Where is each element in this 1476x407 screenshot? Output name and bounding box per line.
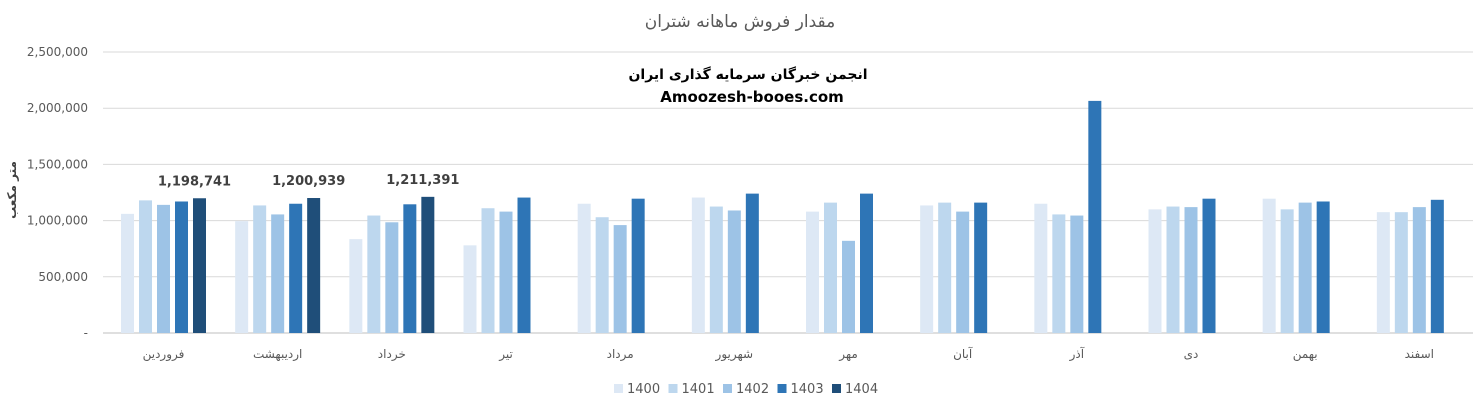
bar-1401 bbox=[1052, 214, 1066, 333]
x-axis-categories: فروردین اردیبهشت خرداد تیر مرداد شهریور مهر آبا… bbox=[143, 346, 1434, 362]
x-tick-label: اردیبهشت bbox=[253, 347, 302, 362]
x-tick-label: شهریور bbox=[715, 347, 754, 362]
x-tick-label: دی bbox=[1184, 347, 1199, 361]
bar-1401 bbox=[824, 202, 837, 333]
bar-1402 bbox=[842, 240, 855, 333]
x-tick-label: فروردین bbox=[143, 347, 185, 362]
legend-label: 1402 bbox=[736, 382, 769, 397]
bar-1403 bbox=[1430, 199, 1444, 333]
bar-1402 bbox=[613, 225, 627, 333]
bar-1404 bbox=[193, 198, 206, 333]
bar-1401 bbox=[1394, 212, 1408, 333]
x-tick-label: آبان bbox=[953, 346, 973, 361]
legend-label: 1401 bbox=[682, 382, 715, 397]
watermark-title: انجمن خبرگان سرمایه گذاری ایران bbox=[628, 66, 867, 83]
bar-1403 bbox=[631, 198, 645, 333]
bar-1400 bbox=[691, 197, 705, 333]
y-tick-label: - bbox=[84, 326, 88, 340]
x-tick-label: بهمن bbox=[1293, 347, 1318, 362]
legend-swatch bbox=[668, 384, 678, 393]
data-label: 1,200,939 bbox=[272, 174, 345, 189]
chart-title: مقدار فروش ماهانه شتران bbox=[645, 12, 835, 32]
bar-1403 bbox=[1088, 100, 1102, 333]
bar-1403 bbox=[860, 193, 873, 333]
bar-1400 bbox=[1376, 212, 1390, 333]
data-labels: 1,198,741 1,200,939 1,211,391 bbox=[158, 173, 460, 189]
bar-1401 bbox=[481, 208, 495, 333]
bar-1403 bbox=[974, 202, 988, 333]
x-tick-label: تیر bbox=[498, 347, 513, 362]
bar-1400 bbox=[920, 205, 934, 333]
legend-label: 1400 bbox=[627, 382, 660, 397]
legend-swatch bbox=[723, 384, 732, 393]
bar-1403 bbox=[1202, 198, 1216, 333]
x-tick-label: مرداد bbox=[607, 347, 634, 362]
y-tick-label: 2,500,000 bbox=[27, 45, 88, 59]
legend-swatch bbox=[777, 384, 787, 393]
bar-1402 bbox=[1184, 207, 1198, 333]
bar-1402 bbox=[1070, 215, 1084, 333]
bar-1401 bbox=[938, 202, 952, 333]
bar-1402 bbox=[499, 211, 513, 333]
x-tick-label: آذر bbox=[1069, 346, 1085, 362]
bar-1401 bbox=[1166, 206, 1180, 333]
bar-1402 bbox=[385, 222, 399, 333]
bar-1400 bbox=[463, 245, 477, 333]
bar-1401 bbox=[1280, 209, 1294, 333]
legend-swatch bbox=[832, 384, 841, 393]
legend: 1400 1401 1402 1403 1404 bbox=[614, 382, 878, 397]
bar-1400 bbox=[235, 221, 249, 333]
bar-1403 bbox=[175, 201, 188, 333]
bar-1401 bbox=[709, 206, 723, 333]
legend-label: 1403 bbox=[791, 382, 824, 397]
bar-1400 bbox=[121, 213, 134, 333]
bar-1403 bbox=[745, 193, 759, 333]
bar-1402 bbox=[157, 204, 170, 333]
bar-1403 bbox=[403, 204, 417, 333]
bar-1401 bbox=[367, 215, 381, 333]
bar-1402 bbox=[271, 214, 285, 333]
watermark-url: Amoozesh-booes.com bbox=[660, 88, 844, 106]
y-axis-label: متر مکعب bbox=[5, 161, 19, 219]
bar-1400 bbox=[1148, 209, 1162, 333]
legend-swatch bbox=[614, 384, 623, 393]
bar-1403 bbox=[289, 203, 303, 333]
gridlines bbox=[103, 51, 1473, 334]
data-label: 1,198,741 bbox=[158, 174, 231, 189]
bar-1402 bbox=[1412, 207, 1426, 333]
bar-1401 bbox=[253, 205, 267, 333]
bar-1402 bbox=[727, 210, 741, 333]
bar-1403 bbox=[1316, 201, 1330, 333]
x-tick-label: مهر bbox=[838, 347, 858, 362]
y-tick-label: 1,000,000 bbox=[27, 214, 88, 228]
bar-1401 bbox=[139, 200, 152, 333]
data-label: 1,211,391 bbox=[386, 173, 459, 188]
bar-1400 bbox=[1262, 198, 1276, 333]
bar-1404 bbox=[307, 198, 321, 333]
y-tick-label: 500,000 bbox=[38, 270, 88, 284]
bar-1403 bbox=[517, 197, 531, 333]
x-tick-label: اسفند bbox=[1405, 347, 1434, 361]
bar-1400 bbox=[577, 203, 591, 333]
bar-1401 bbox=[595, 217, 609, 333]
legend-label: 1404 bbox=[845, 382, 878, 397]
bar-1400 bbox=[349, 239, 363, 333]
bar-1402 bbox=[956, 211, 970, 333]
bars bbox=[121, 100, 1444, 333]
y-axis-ticks: - 500,000 1,000,000 1,500,000 2,000,000 2,500… bbox=[27, 45, 88, 340]
bar-1400 bbox=[806, 211, 819, 333]
x-tick-label: خرداد bbox=[378, 347, 406, 362]
bar-1404 bbox=[421, 196, 435, 333]
y-tick-label: 2,000,000 bbox=[27, 101, 88, 115]
bar-1400 bbox=[1034, 203, 1048, 333]
bar-1402 bbox=[1298, 202, 1312, 333]
y-tick-label: 1,500,000 bbox=[27, 157, 88, 171]
